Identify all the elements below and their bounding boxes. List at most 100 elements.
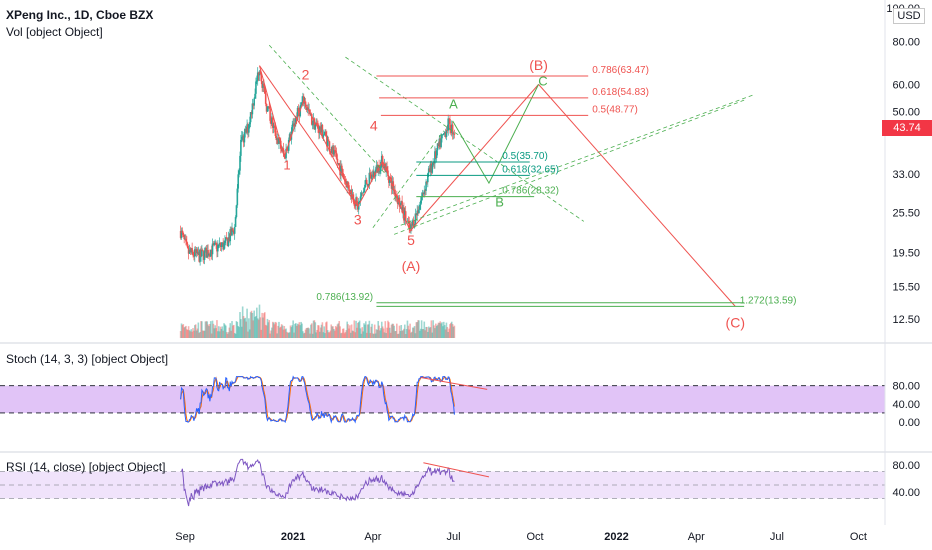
volume-bar — [414, 333, 417, 338]
volume-bar — [302, 333, 305, 338]
candle-body — [287, 139, 290, 151]
candle-body — [343, 178, 346, 180]
volume-bar — [432, 320, 434, 338]
candle-body — [266, 106, 269, 112]
candle-body — [376, 165, 379, 173]
candle-body — [302, 96, 304, 102]
candle-body — [291, 124, 294, 132]
candle-body — [204, 247, 207, 251]
candle-body — [333, 150, 336, 151]
candle-body — [242, 135, 245, 143]
volume-bar — [412, 327, 415, 338]
volume-bar — [418, 320, 420, 338]
candle-body — [414, 213, 417, 225]
volume-bar — [378, 325, 380, 338]
candle-body — [247, 124, 249, 133]
stoch-k-line — [180, 375, 455, 424]
candle-body — [317, 125, 319, 129]
candle-body — [283, 153, 286, 156]
currency-badge[interactable]: USD — [893, 8, 925, 24]
candle-body — [239, 155, 241, 171]
volume-bar — [209, 324, 211, 338]
volume-bar — [267, 322, 270, 338]
candle-body — [180, 230, 183, 238]
candle-body — [314, 124, 317, 130]
volume-bar — [208, 326, 210, 338]
candle-body — [214, 242, 216, 244]
candle-body — [407, 220, 410, 222]
volume-bar — [303, 332, 306, 338]
volume-bar — [343, 333, 346, 338]
candle-body — [245, 129, 247, 133]
wave-label: 5 — [407, 232, 415, 248]
fib-level-label: 0.786(63.47) — [592, 65, 649, 76]
volume-bar — [286, 331, 288, 338]
volume-bar — [252, 320, 255, 338]
candle-body — [218, 242, 221, 245]
candle-body — [356, 197, 358, 203]
candle-body — [322, 135, 325, 138]
abc-projection-line — [452, 84, 540, 185]
volume-bar — [437, 322, 440, 338]
candle-body — [312, 118, 315, 125]
volume-bar — [373, 324, 376, 338]
candle-body — [249, 112, 252, 123]
volume-bar — [247, 331, 249, 338]
volume-bar — [307, 327, 310, 338]
volume-bar — [360, 333, 363, 338]
volume-bar — [257, 319, 260, 338]
candle-body — [246, 124, 248, 133]
candle-body — [300, 105, 302, 106]
volume-bar — [201, 330, 204, 338]
volume-bar — [279, 327, 281, 338]
candle-body — [234, 217, 237, 227]
volume-bar — [332, 326, 334, 338]
volume-bar — [399, 331, 402, 338]
candle-body — [205, 247, 208, 258]
candle-body — [240, 139, 242, 156]
volume-bar — [446, 327, 449, 338]
candle-body — [202, 251, 205, 260]
candle-body — [256, 72, 259, 81]
price-tick-label: 33.00 — [892, 169, 920, 181]
volume-bar — [364, 324, 366, 338]
volume-bar — [264, 312, 266, 338]
volume-bar — [395, 330, 397, 338]
candle-body — [336, 158, 339, 164]
candle-body — [203, 250, 206, 260]
rsi-divergence-line — [423, 462, 490, 478]
volume-bar — [341, 332, 343, 338]
candle-body — [382, 166, 385, 169]
volume-bar — [400, 325, 403, 338]
volume-bar — [387, 320, 389, 338]
candle-body — [297, 107, 300, 112]
volume-bar — [347, 324, 349, 338]
candle-body — [217, 244, 220, 246]
volume-bar — [357, 322, 359, 338]
candle-body — [227, 237, 230, 246]
candle-body — [440, 138, 442, 148]
candle-body — [258, 71, 261, 76]
candle-body — [263, 83, 265, 87]
candle-body — [236, 188, 239, 206]
volume-bar — [196, 328, 199, 338]
volume-bar — [180, 323, 183, 338]
volume-bar — [336, 324, 339, 338]
candle-body — [420, 197, 423, 201]
candle-body — [181, 230, 184, 233]
volume-bar — [435, 326, 438, 338]
volume-bar — [331, 326, 333, 338]
volume-bar — [392, 323, 395, 338]
candle-body — [429, 163, 432, 172]
volume-bar — [290, 327, 293, 338]
candle-body — [276, 138, 279, 141]
fib-level-label: 1.272(13.59) — [740, 295, 797, 306]
volume-bar — [442, 326, 444, 338]
price-tick-label: 80.00 — [892, 36, 920, 48]
candle-body — [196, 249, 199, 255]
volume-bar — [231, 321, 233, 338]
candle-body — [415, 213, 418, 216]
candle-body — [423, 190, 426, 195]
stoch-band — [0, 385, 885, 413]
